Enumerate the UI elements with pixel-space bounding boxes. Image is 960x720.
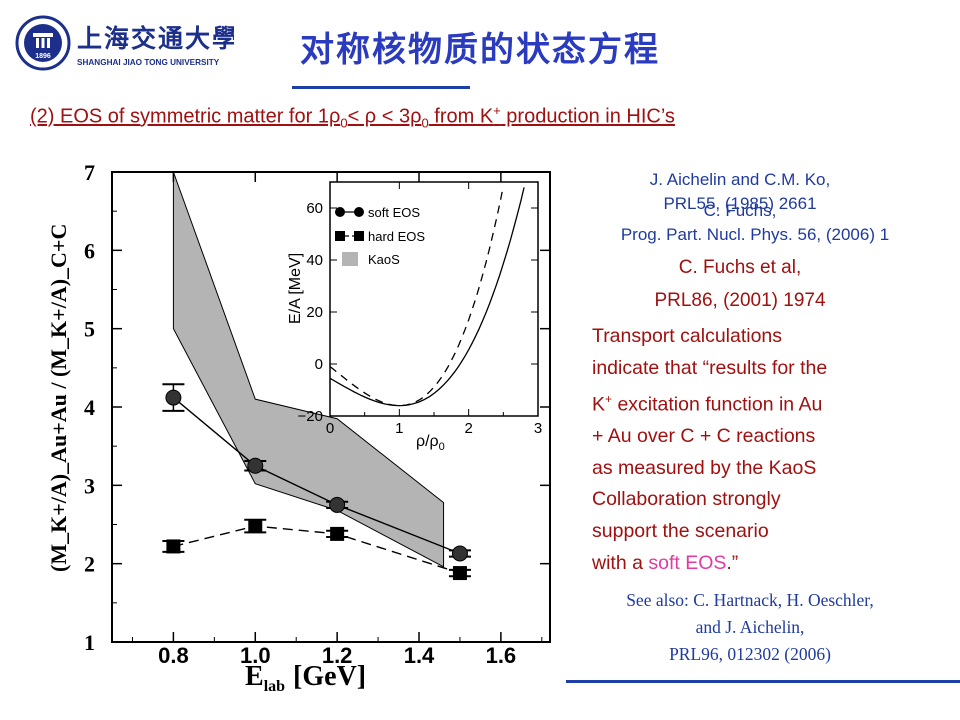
quote-l3-rest: excitation function in Au: [612, 393, 823, 416]
inset-x-tick-label: 2: [464, 420, 472, 437]
subtitle-sup: +: [493, 103, 501, 118]
inset-eos-curves: [329, 186, 525, 407]
seal-column-right: [47, 38, 50, 48]
y-tick-label: 4: [84, 395, 95, 420]
quote-l8-start: with a: [592, 551, 649, 574]
legend-kaos-swatch: [342, 252, 358, 266]
subtitle: (2) EOS of symmetric matter for 1ρ0< ρ <…: [30, 103, 940, 131]
hard-eos-point: [330, 526, 345, 541]
inset-y-tick-label: 60: [306, 200, 323, 217]
y-tick-label: 5: [84, 317, 95, 342]
inset-legend: soft EOS hard EOS KaoS: [335, 205, 425, 267]
soft-eos-curve: [329, 187, 525, 407]
slide-title: 对称核物质的状态方程: [300, 30, 660, 70]
quote-line: support the scenario: [592, 520, 769, 543]
ref-fuchs-al-journal: PRL86, (2001) 1974: [654, 290, 826, 311]
soft-eos-point: [247, 457, 264, 474]
soft-eos-highlight: soft EOS: [648, 551, 727, 574]
subtitle-part-2: < ρ < 3ρ: [347, 105, 422, 128]
inset-x-tick-label: 1: [395, 420, 403, 437]
subtitle-part-3: from K: [428, 105, 494, 128]
quote-k-sup: +: [605, 392, 613, 407]
y-tick-label: 1: [84, 630, 95, 655]
quote-l8-end: .”: [726, 551, 739, 574]
subtitle-part-4: production in HIC’s: [500, 105, 675, 128]
y-tick-label: 6: [84, 238, 95, 263]
subtitle-part-1: (2) EOS of symmetric matter for 1ρ: [30, 105, 341, 128]
legend-soft-marker-2: [354, 207, 364, 217]
quote-line: + Au over C + C reactions: [592, 425, 816, 448]
soft-eos-point: [451, 545, 468, 562]
x-tick-label: 1.6: [486, 643, 517, 668]
quote-line: K+ excitation function in Au: [592, 384, 942, 421]
kaon-ratio-chart: 0.8 1.0 1.2 1.4 1.6 1 2 3 4 5 6 7 Elab [GeV] (M_K+/A…: [46, 160, 551, 695]
quote-line: with a soft EOS.”: [592, 548, 942, 580]
y-tick-label: 2: [84, 552, 95, 577]
hard-eos-point: [166, 539, 181, 554]
x-tick-label: 1.0: [240, 643, 271, 668]
x-tick-label: 1.4: [404, 643, 435, 668]
y-tick-label: 3: [84, 473, 95, 498]
quote-block: Transport calculations indicate that “re…: [592, 321, 942, 579]
quote-line: Collaboration strongly: [592, 488, 781, 511]
ref-aichelin-authors: J. Aichelin and C.M. Ko,: [649, 170, 831, 189]
seal-book-top: [33, 33, 53, 37]
inset-plot-frame: [329, 181, 539, 417]
see-also-line: See also: C. Hartnack, H. Oeschler,: [626, 590, 874, 610]
hard-eos-curve: [329, 186, 504, 407]
inset-x-tick-label: 0: [326, 420, 334, 437]
legend-kaos-label: KaoS: [368, 252, 400, 267]
see-also-block: See also: C. Hartnack, H. Oeschler, and …: [560, 587, 940, 668]
kaos-band-area: [172, 171, 445, 568]
seal-column-mid: [41, 38, 45, 48]
quote-line: indicate that “results for the: [592, 356, 828, 379]
see-also-line: PRL96, 012302 (2006): [669, 644, 831, 664]
inset-x-tick-label: 3: [534, 420, 542, 437]
university-logo: 1896 上海交通大學 SHANGHAI JIAO TONG UNIVERSIT…: [15, 15, 234, 71]
x-tick-label: 1.2: [322, 643, 353, 668]
logo-cn-name: 上海交通大學: [77, 24, 234, 53]
inset-y-tick-label: 0: [315, 356, 323, 373]
ref-fuchs-journal: Prog. Part. Nucl. Phys. 56, (2006) 1: [620, 225, 890, 244]
legend-hard-label: hard EOS: [368, 229, 425, 244]
kaos-band: [172, 171, 445, 568]
quote-line: Transport calculations: [592, 325, 783, 347]
x-tick-label: 0.8: [158, 643, 189, 668]
soft-eos-point: [329, 496, 346, 513]
quote-k: K: [592, 393, 606, 416]
subtitle-sub-1: 0: [340, 115, 348, 131]
inset-x-label: ρ/ρ0: [416, 433, 445, 453]
bottom-rule: [566, 680, 960, 683]
soft-eos-point: [165, 389, 182, 406]
logo-en-name: SHANGHAI JIAO TONG UNIVERSITY: [77, 58, 220, 67]
legend-soft-marker-1: [335, 207, 345, 217]
seal-year: 1896: [35, 53, 51, 60]
subtitle-sub-2: 0: [421, 115, 429, 131]
inset-y-tick-label: −20: [298, 408, 323, 425]
legend-hard-marker-2: [354, 231, 364, 241]
seal-column-left: [36, 38, 39, 48]
main-x-label: Elab [GeV]: [245, 661, 366, 695]
inset-y-tick-label: 40: [306, 252, 323, 269]
inset-y-tick-label: 20: [306, 304, 323, 321]
quote-line: as measured by the KaoS: [592, 456, 817, 479]
legend-soft-label: soft EOS: [368, 205, 420, 220]
inset-y-label: E/A [MeV]: [287, 253, 304, 324]
hard-eos-point: [248, 519, 263, 534]
hard-eos-point: [452, 566, 467, 581]
ref-fuchs-author: C. Fuchs,: [703, 201, 777, 220]
main-y-label: (M_K+/A)_Au+Au / (M_K+/A)_C+C: [46, 224, 71, 572]
ref-aichelin-journal: PRL55, (1985) 2661: [663, 194, 817, 213]
title-underline: [292, 86, 470, 89]
ref-fuchs-al-authors: C. Fuchs et al,: [678, 257, 802, 278]
see-also-line: and J. Aichelin,: [695, 617, 805, 637]
legend-hard-marker-1: [335, 231, 345, 241]
hard-eos-line: [173, 525, 461, 574]
y-tick-label: 7: [84, 160, 95, 185]
main-axis-ticks: 0.8 1.0 1.2 1.4 1.6 1 2 3 4 5 6 7: [84, 160, 550, 668]
soft-eos-line: [172, 397, 461, 555]
main-series-marks: [162, 383, 471, 581]
main-series-lines: [172, 397, 461, 574]
